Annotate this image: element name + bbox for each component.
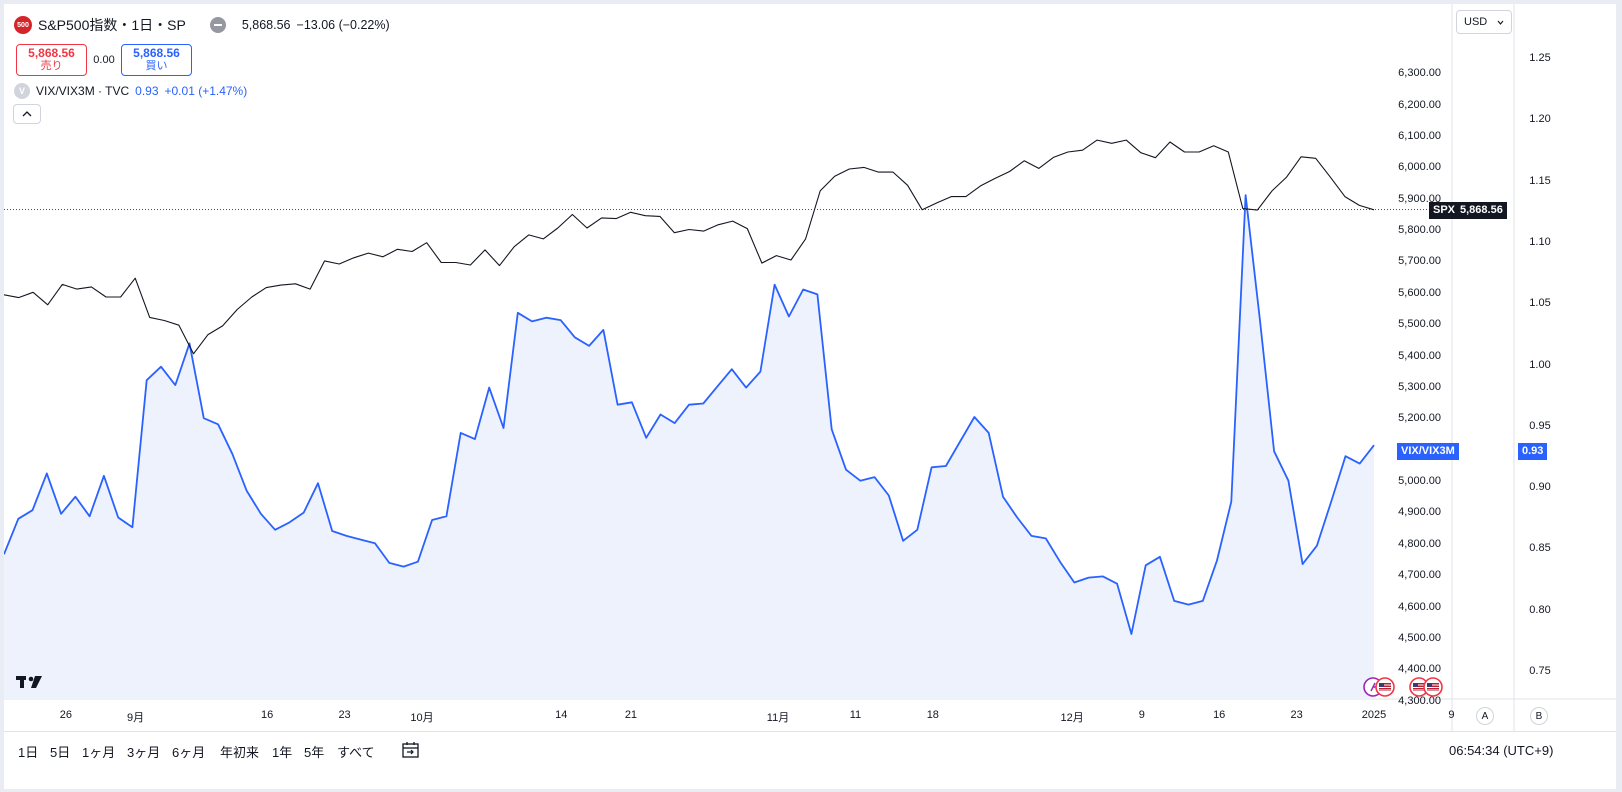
x-tick-label: 16 [261, 709, 274, 721]
x-tick-label: 26 [59, 709, 73, 721]
y-left-tick-label: 6,000.00 [1398, 161, 1441, 174]
overlay-name: VIX/VIX3M · TVC [36, 84, 130, 98]
y-right-tick-label: 1.05 [1529, 297, 1551, 310]
event-markers[interactable] [1362, 675, 1452, 699]
x-tick-label: 9 [1138, 709, 1145, 721]
y-right-tick-label: 1.25 [1529, 52, 1551, 64]
range-1y-button[interactable]: 1年 [272, 745, 293, 760]
sell-button[interactable]: 5,868.56 売り [16, 44, 87, 76]
vix-series-line [4, 194, 1375, 635]
y-left-tick-label: 5,700.00 [1398, 255, 1441, 268]
auto-scale-right-button[interactable]: B [1530, 707, 1548, 725]
y-left-tick-label: 6,300.00 [1398, 67, 1441, 80]
range-1d-button[interactable]: 1日 [18, 745, 39, 760]
x-tick-label: 23 [1290, 709, 1303, 721]
x-tick-label: 14 [555, 709, 568, 721]
y-left-tick-label: 4,600.00 [1398, 600, 1441, 613]
x-tick-label: 16 [1213, 709, 1226, 721]
range-3m-button[interactable]: 3ヶ月 [127, 745, 161, 760]
us-flag-event-icon[interactable] [1375, 677, 1395, 697]
y-right-tick-label: 1.00 [1529, 358, 1551, 371]
currency-label: USD [1464, 16, 1488, 28]
y-left-tick-label: 5,200.00 [1398, 412, 1441, 425]
buy-button[interactable]: 5,868.56 買い [121, 44, 192, 76]
y-left-tick-label: 4,400.00 [1398, 663, 1441, 676]
spx-series-label: SPX [1429, 201, 1460, 219]
y-right-tick-label: 1.15 [1529, 174, 1551, 187]
chart-canvas[interactable] [4, 4, 1616, 731]
y-left-tick-label: 6,200.00 [1398, 98, 1441, 111]
y-left-tick-label: 5,400.00 [1398, 349, 1441, 362]
y-left-tick-label: 4,300.00 [1398, 694, 1441, 707]
y-left-tick-label: 4,500.00 [1398, 631, 1441, 644]
timezone-clock[interactable]: 06:54:34 (UTC+9) [1449, 743, 1554, 758]
vix-series-label: VIX/VIX3M [1397, 443, 1459, 461]
x-tick-label: 21 [624, 709, 638, 721]
y-right-tick-label: 0.90 [1529, 481, 1551, 494]
x-tick-label: 2025 [1361, 709, 1387, 721]
vix-area-fill [4, 195, 1374, 699]
vix-price-badge: 0.93 [1518, 443, 1548, 461]
symbol-title[interactable]: S&P500指数・1日・SP [38, 17, 186, 33]
vix-logo-icon: V [14, 83, 30, 99]
y-right-tick-label: 0.80 [1529, 603, 1551, 616]
spread-value: 0.00 [93, 54, 115, 66]
y-left-tick-label: 4,900.00 [1398, 506, 1441, 519]
overlay-change: +0.01 (+1.47%) [164, 84, 248, 98]
x-tick-label: 11月 [766, 712, 790, 724]
buy-price: 5,868.56 [133, 46, 180, 60]
calendar-goto-icon[interactable] [401, 740, 421, 760]
y-right-tick-label: 1.10 [1529, 235, 1551, 248]
range-all-button[interactable]: すべて [337, 745, 375, 760]
y-left-tick-label: 5,500.00 [1398, 318, 1441, 331]
x-tick-label: 12月 [1060, 712, 1084, 724]
bottom-toolbar: 1日 5日 1ヶ月 3ヶ月 6ヶ月 年初来 1年 5年 すべて 06:54:34… [4, 731, 1616, 789]
us-flag-event-icon[interactable] [1423, 677, 1443, 697]
trade-buttons: 5,868.56 売り 0.00 5,868.56 買い [16, 44, 192, 76]
buy-label: 買い [145, 60, 168, 72]
auto-scale-left-button[interactable]: A [1476, 707, 1494, 725]
range-1m-button[interactable]: 1ヶ月 [82, 745, 116, 760]
x-tick-label: 9 [1448, 709, 1455, 721]
x-tick-label: 11 [849, 709, 862, 721]
y-right-tick-label: 0.85 [1529, 542, 1551, 555]
chevron-up-icon [22, 111, 32, 117]
tradingview-logo-icon[interactable] [16, 674, 46, 690]
y-right-tick-label: 0.75 [1529, 665, 1551, 677]
y-left-tick-label: 5,000.00 [1398, 475, 1441, 488]
chart-frame: 500 S&P500指数・1日・SP 5,868.56 −13.06 (−0.2… [4, 4, 1616, 789]
y-left-tick-label: 4,700.00 [1398, 569, 1441, 582]
x-tick-label: 23 [338, 709, 351, 721]
overlay-value: 0.93 [135, 84, 159, 98]
sell-label: 売り [40, 60, 63, 72]
y-left-tick-label: 5,800.00 [1398, 224, 1441, 237]
y-left-tick-label: 6,100.00 [1398, 129, 1441, 142]
chevron-down-icon [1497, 20, 1504, 25]
currency-select[interactable]: USD [1456, 10, 1512, 34]
y-right-tick-label: 0.95 [1529, 419, 1551, 432]
last-price: 5,868.56 [241, 18, 291, 32]
y-right-tick-label: 1.20 [1529, 113, 1551, 126]
range-5y-button[interactable]: 5年 [304, 745, 325, 760]
x-tick-label: 10月 [410, 712, 434, 724]
spx-logo-icon: 500 [14, 16, 32, 34]
overlay-legend[interactable]: V VIX/VIX3M · TVC 0.93 +0.01 (+1.47%) [14, 83, 247, 99]
range-ytd-button[interactable]: 年初来 [220, 745, 260, 760]
range-5d-button[interactable]: 5日 [50, 745, 71, 760]
hide-series-icon[interactable] [209, 17, 226, 33]
spx-price-badge: 5,868.56 [1456, 201, 1507, 219]
x-tick-label: 9月 [127, 712, 145, 724]
x-tick-label: 18 [926, 709, 939, 721]
range-6m-button[interactable]: 6ヶ月 [172, 745, 206, 760]
price-change: −13.06 (−0.22%) [296, 18, 390, 32]
collapse-legend-button[interactable] [13, 104, 41, 124]
y-left-tick-label: 5,300.00 [1398, 380, 1441, 393]
spx-series-line [4, 139, 1375, 355]
y-left-tick-label: 5,600.00 [1398, 286, 1441, 299]
symbol-legend: 500 S&P500指数・1日・SP 5,868.56 −13.06 (−0.2… [14, 15, 390, 35]
y-left-tick-label: 4,800.00 [1398, 537, 1441, 550]
sell-price: 5,868.56 [28, 46, 75, 60]
